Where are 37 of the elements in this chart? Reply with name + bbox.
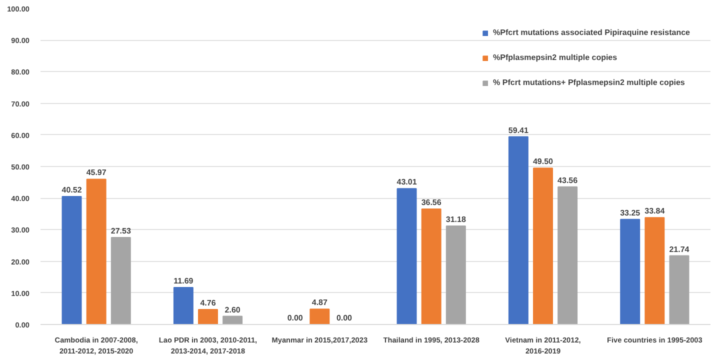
bar: [669, 255, 690, 324]
legend-label: %Pfcrt mutations associated Pipiraquine resistance: [493, 28, 690, 37]
bar: [421, 208, 442, 324]
bar: [62, 196, 82, 324]
data-label: 0.00: [287, 314, 304, 322]
data-label: 43.56: [558, 176, 578, 185]
data-label: 45.97: [86, 168, 107, 178]
bar: [396, 188, 417, 324]
data-label: 31.18: [446, 214, 466, 224]
legend-label: %Pfplasmepsin2 multiple copies: [493, 53, 618, 62]
data-label: 4.76: [200, 298, 216, 308]
data-label: 36.56: [421, 198, 442, 207]
data-label: 11.69: [174, 276, 194, 286]
data-label: 2.60: [224, 305, 241, 314]
data-label: 27.53: [110, 226, 132, 236]
bar: [533, 168, 553, 324]
bar: [558, 186, 578, 324]
bar: [310, 308, 330, 324]
data-label: 43.01: [396, 178, 418, 187]
bar: [446, 225, 466, 324]
data-label: 0.00: [336, 314, 353, 322]
data-label: 33.84: [644, 206, 666, 216]
bar: [620, 218, 640, 324]
bar: [198, 308, 218, 324]
legend-label: % Pfcrt mutations+ Pfplasmepsin2 multiple copies: [493, 78, 685, 87]
bar: [173, 287, 194, 324]
bar: [222, 316, 243, 324]
data-label: 21.74: [669, 244, 690, 254]
data-label: 33.25: [620, 208, 641, 218]
bar: [508, 136, 528, 324]
bar: [644, 217, 665, 324]
data-label: 59.41: [508, 126, 529, 135]
data-label: 40.52: [62, 185, 82, 194]
data-label: 4.87: [312, 298, 328, 308]
data-label: 49.50: [532, 157, 554, 166]
bar: [86, 178, 106, 324]
bar: [110, 237, 131, 324]
